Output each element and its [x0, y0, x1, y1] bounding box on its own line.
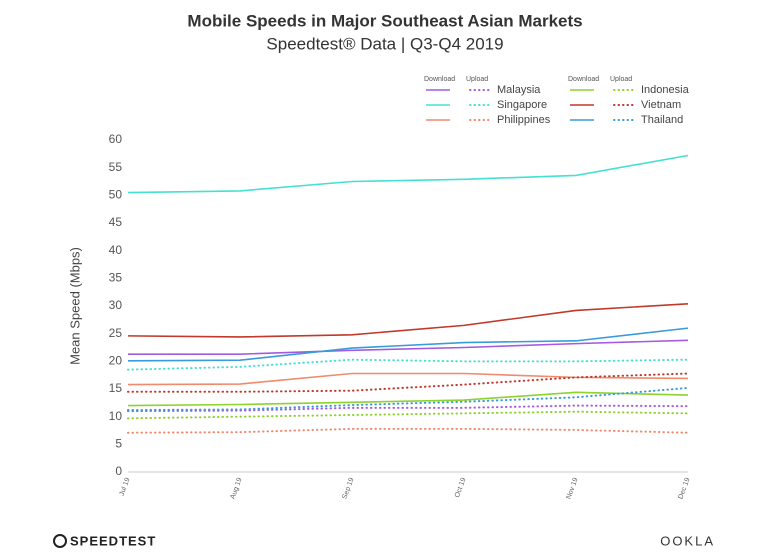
chart-title: Mobile Speeds in Major Southeast Asian M… — [187, 11, 582, 30]
chart-subtitle: Speedtest® Data | Q3-Q4 2019 — [266, 34, 503, 53]
legend-label: Singapore — [497, 99, 547, 111]
legend-header: Upload — [466, 76, 488, 83]
x-tick-label: Jul 19 — [119, 477, 132, 497]
y-tick-label: 35 — [109, 271, 123, 285]
x-tick-label: Aug 19 — [229, 477, 243, 500]
legend-label: Indonesia — [641, 84, 690, 96]
y-tick-label: 50 — [109, 188, 123, 202]
download-line — [127, 154, 689, 194]
footer-logo: SPEEDTEST — [70, 533, 156, 548]
y-tick-label: 40 — [109, 243, 123, 257]
y-tick-label: 5 — [115, 437, 122, 451]
y-tick-label: 20 — [109, 354, 123, 368]
x-tick-label: Sep 19 — [341, 477, 355, 500]
x-tick-label: Dec 19 — [677, 477, 691, 500]
upload-line — [127, 427, 689, 434]
y-tick-label: 60 — [109, 132, 123, 146]
legend-header: Download — [424, 76, 455, 83]
legend-header: Upload — [610, 76, 632, 83]
download-line — [127, 391, 689, 407]
y-tick-label: 45 — [109, 215, 123, 229]
y-tick-label: 10 — [109, 409, 123, 423]
download-line — [127, 327, 689, 362]
upload-line — [127, 410, 689, 420]
download-line — [127, 302, 689, 338]
y-tick-label: 0 — [115, 464, 122, 478]
download-line — [127, 372, 689, 386]
legend-label: Thailand — [641, 114, 683, 126]
y-axis-label: Mean Speed (Mbps) — [67, 247, 82, 365]
legend-label: Vietnam — [641, 99, 681, 111]
y-tick-label: 15 — [109, 381, 123, 395]
y-tick-label: 30 — [109, 298, 123, 312]
upload-line — [127, 386, 689, 412]
upload-line — [127, 404, 689, 413]
upload-line — [127, 358, 689, 371]
x-tick-label: Oct 19 — [454, 477, 468, 499]
legend-header: Download — [568, 76, 599, 83]
footer-brand: OOKLA — [660, 533, 715, 548]
x-tick-label: Nov 19 — [565, 477, 579, 500]
download-line — [128, 339, 689, 355]
legend-label: Philippines — [497, 114, 551, 126]
legend-label: Malaysia — [497, 84, 541, 96]
logo-icon — [53, 534, 67, 548]
y-tick-label: 55 — [109, 160, 123, 174]
upload-line — [127, 372, 689, 393]
y-tick-label: 25 — [109, 326, 123, 340]
